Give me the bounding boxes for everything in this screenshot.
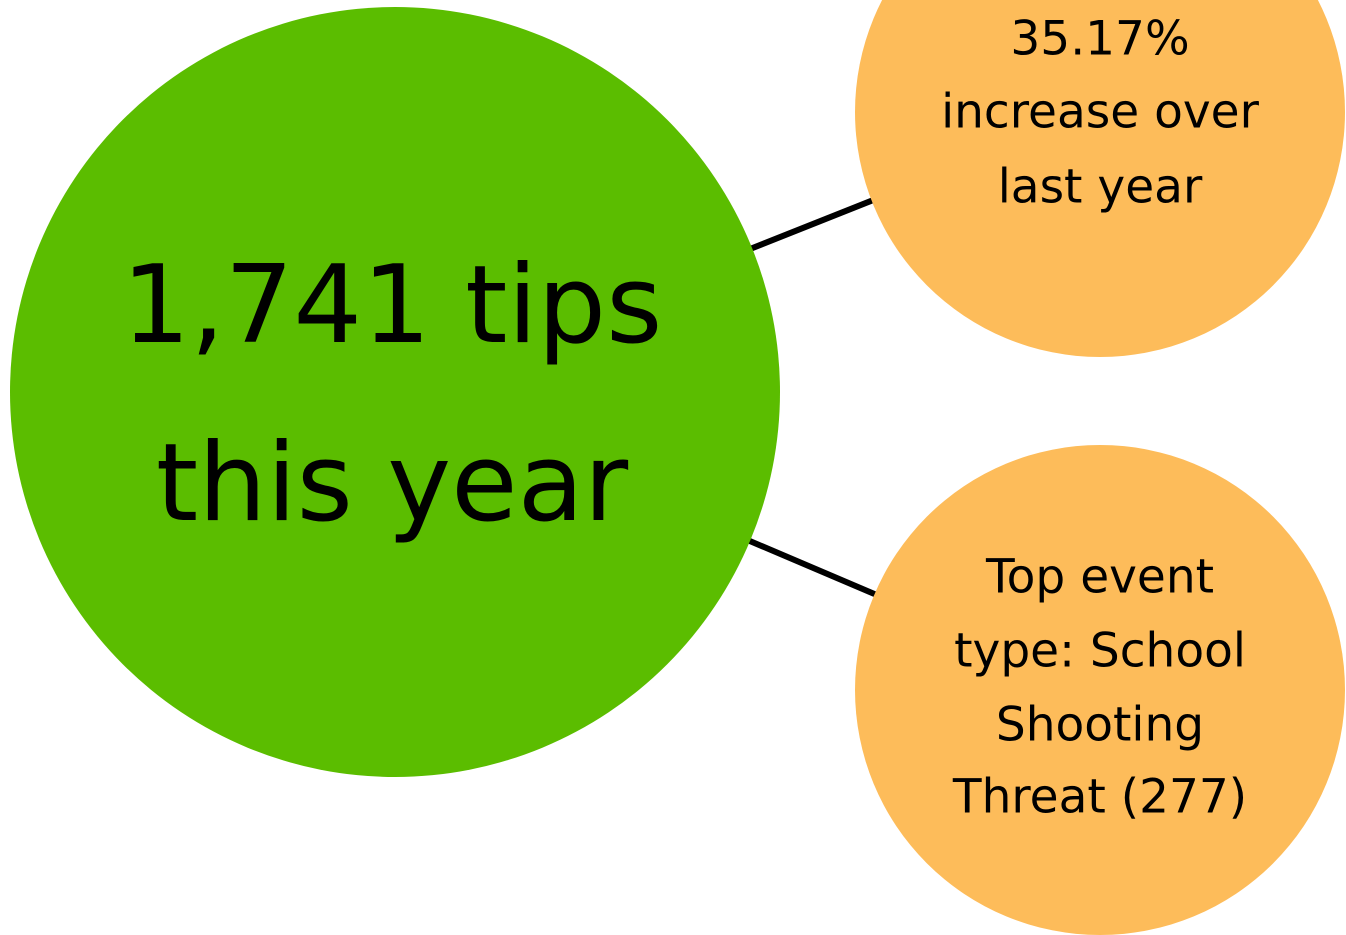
node-label: 1,741 tips (122, 243, 663, 368)
node-label: this year (156, 421, 629, 546)
node-label: Threat (277) (952, 770, 1247, 825)
main-circle (10, 7, 780, 777)
stat-circle (855, 0, 1345, 357)
node-label: type: School (954, 624, 1246, 679)
node-label: increase over (941, 85, 1260, 140)
labels: 1,741 tips this year 35.17% increase over la… (122, 12, 1260, 825)
node-label: Shooting (996, 698, 1204, 753)
node-label: Top event (985, 550, 1214, 605)
node-label: last year (998, 160, 1203, 215)
node-label: 35.17% (1010, 12, 1189, 67)
stat-circle (855, 445, 1345, 935)
